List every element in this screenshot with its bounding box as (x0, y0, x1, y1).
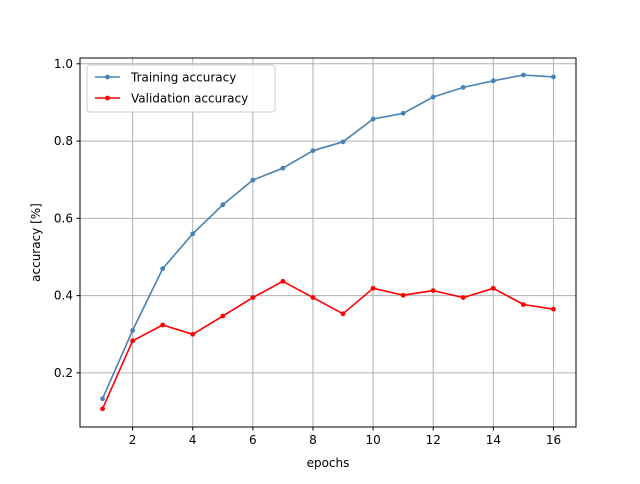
legend: Training accuracy Validation accuracy (86, 64, 276, 113)
y-tick-label: 0.6 (54, 211, 73, 225)
data-point (551, 74, 556, 80)
series-1 (100, 278, 556, 412)
legend-marker (105, 74, 110, 80)
x-tick-label: 8 (309, 433, 317, 447)
data-point (340, 139, 346, 145)
data-point (400, 292, 406, 298)
series-0 (100, 72, 556, 402)
legend-marker (105, 95, 110, 101)
data-point (400, 110, 406, 116)
x-tick-label: 12 (426, 433, 441, 447)
legend-label: Validation accuracy (131, 92, 248, 106)
data-point (551, 306, 556, 312)
data-point (460, 295, 466, 300)
series-line (101, 280, 554, 410)
data-point (370, 116, 376, 122)
data-point (160, 322, 166, 328)
data-point (520, 302, 526, 307)
data-point (250, 177, 256, 183)
data-point (280, 165, 286, 171)
series-layer (100, 72, 556, 412)
data-point (370, 285, 376, 291)
data-point (310, 295, 316, 300)
x-axis: 2 4 6 8 10 12 14 16 (129, 427, 561, 447)
data-point (130, 328, 136, 333)
x-tick-label: 2 (129, 433, 137, 447)
data-point (190, 231, 196, 237)
x-tick-label: 6 (249, 433, 257, 447)
x-tick-label: 14 (486, 433, 501, 447)
data-point (190, 331, 196, 337)
data-point (130, 338, 136, 344)
y-tick-label: 0.8 (54, 134, 73, 148)
legend-box (86, 64, 276, 113)
y-tick-label: 0.4 (54, 289, 73, 303)
x-tick-label: 16 (546, 433, 561, 447)
data-point (160, 266, 166, 271)
data-point (490, 285, 496, 291)
data-point (340, 311, 346, 317)
data-point (250, 295, 256, 300)
data-point (310, 148, 316, 154)
grid (80, 58, 576, 427)
y-axis: 0.2 0.4 0.6 0.8 1.0 (54, 57, 80, 380)
data-point (280, 278, 286, 284)
x-tick-label: 4 (189, 433, 197, 447)
data-point (100, 406, 105, 412)
legend-label: Training accuracy (130, 71, 236, 85)
data-point (430, 94, 436, 100)
x-tick-label: 10 (365, 433, 380, 447)
data-point (460, 84, 466, 90)
plot-frame (79, 57, 577, 428)
data-point (490, 78, 496, 84)
y-tick-label: 0.2 (54, 366, 73, 380)
x-axis-label: epochs (307, 456, 350, 470)
data-point (430, 288, 436, 294)
data-point (520, 72, 526, 78)
data-point (220, 313, 226, 319)
data-point (220, 202, 226, 208)
series-line (101, 74, 554, 400)
y-axis-label: accuracy [%] (29, 203, 43, 282)
y-tick-label: 1.0 (54, 57, 73, 71)
data-point (100, 396, 105, 402)
